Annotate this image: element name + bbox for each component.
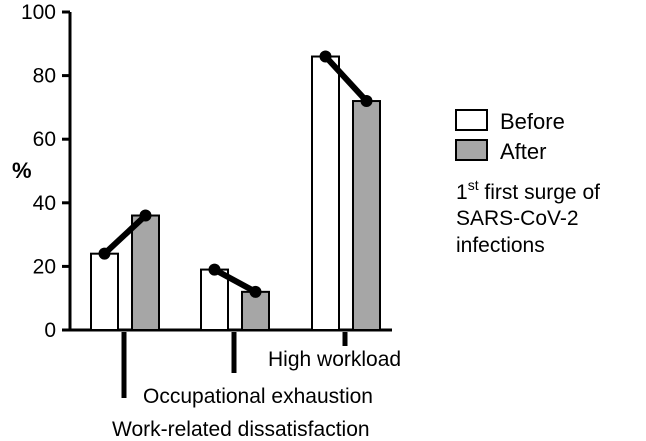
legend-label-after: After xyxy=(500,139,546,164)
connector-line-high-workload xyxy=(323,54,369,104)
annotation-line-2: SARS-CoV-2 xyxy=(456,207,579,230)
legend-swatch-after xyxy=(455,139,488,161)
bars xyxy=(90,55,381,332)
annotation: 1st first surge of SARS-CoV-2 infections xyxy=(456,177,600,257)
annotation-line-1-rest: first surge of xyxy=(479,181,601,204)
legend-swatch-before xyxy=(455,109,488,131)
annotation-superscript: st xyxy=(468,177,479,193)
connector-line-occupational-exhaustion xyxy=(213,266,257,295)
point-before-high-workload xyxy=(319,50,332,63)
point-before-work-related-dissatisfaction xyxy=(98,247,111,260)
before-after-connectors xyxy=(98,50,373,298)
y-tick-label-80: 80 xyxy=(33,65,56,88)
y-tick-label-100: 100 xyxy=(21,1,56,24)
connector-line-work-related-dissatisfaction xyxy=(102,213,148,256)
legend-label-before: Before xyxy=(500,109,565,134)
bar-before-occupational-exhaustion xyxy=(200,268,229,331)
bar-after-high-workload xyxy=(352,100,381,332)
y-ticks: 0 20 40 60 80 100 xyxy=(21,1,70,342)
legend: Before After xyxy=(455,109,565,164)
category-label-high-workload: High workload xyxy=(268,348,401,371)
y-tick-label-40: 40 xyxy=(33,192,56,215)
bar-after-work-related-dissatisfaction xyxy=(131,214,160,332)
y-tick-label-60: 60 xyxy=(33,128,56,151)
y-axis-title: % xyxy=(12,158,32,183)
point-after-high-workload xyxy=(360,95,373,108)
annotation-line-1: 1st first surge of xyxy=(456,177,600,204)
y-tick-label-20: 20 xyxy=(33,255,56,278)
point-after-work-related-dissatisfaction xyxy=(139,209,152,222)
point-after-occupational-exhaustion xyxy=(249,285,262,298)
point-before-occupational-exhaustion xyxy=(208,263,221,276)
y-tick-label-0: 0 xyxy=(44,319,56,342)
bar-before-work-related-dissatisfaction xyxy=(90,252,119,331)
bar-before-high-workload xyxy=(311,55,340,332)
annotation-sup-base: 1 xyxy=(456,181,468,204)
category-label-occupational-exhaustion: Occupational exhaustion xyxy=(143,385,373,408)
annotation-line-3: infections xyxy=(456,234,545,257)
category-label-work-related-dissatisfaction: Work-related dissatisfaction xyxy=(112,418,370,441)
